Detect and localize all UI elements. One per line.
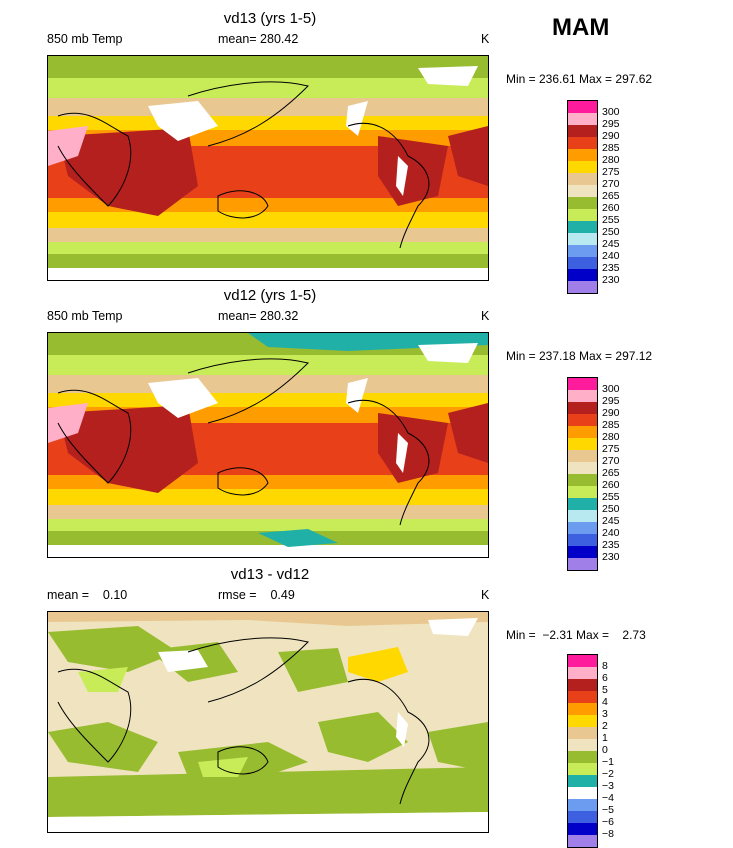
unit-label: K [481, 309, 490, 323]
variable-label: 850 mb Temp [47, 32, 123, 46]
color-bar [567, 100, 598, 294]
color-bar [567, 654, 598, 848]
unit-label: K [481, 32, 490, 46]
mean-label: mean= 280.42 [218, 32, 299, 46]
variable-label: 850 mb Temp [47, 309, 123, 323]
panel-title: vd13 (yrs 1-5) [223, 10, 317, 27]
season-label: MAM [552, 14, 610, 41]
color-bar-labels: 300 295 290 285 280 275 270 265 260 255 250 245 240 2… [602, 106, 620, 286]
rmse-label: rmse = 0.49 [218, 588, 295, 602]
panel-title: vd12 (yrs 1-5) [223, 287, 317, 304]
mean-label: mean= 280.32 [218, 309, 299, 323]
mean-label: mean = 0.10 [47, 588, 128, 602]
panel-title: vd13 - vd12 [230, 566, 310, 583]
temperature-map [47, 332, 489, 558]
min-max-label: Min = 237.18 Max = 297.12 [506, 349, 653, 363]
difference-map [47, 611, 489, 833]
min-max-label: Min = −2.31 Max = 2.73 [506, 628, 646, 642]
min-max-label: Min = 236.61 Max = 297.62 [506, 72, 653, 86]
unit-label: K [481, 588, 490, 602]
color-bar-labels: 300 295 290 285 280 275 270 265 260 255 250 245 240 2… [602, 383, 620, 563]
temperature-map [47, 55, 489, 281]
color-bar-labels: 8 6 5 4 3 2 1 0 −1 −2 −3 −4 −5 −6 −8 [602, 660, 614, 840]
color-bar [567, 377, 598, 571]
